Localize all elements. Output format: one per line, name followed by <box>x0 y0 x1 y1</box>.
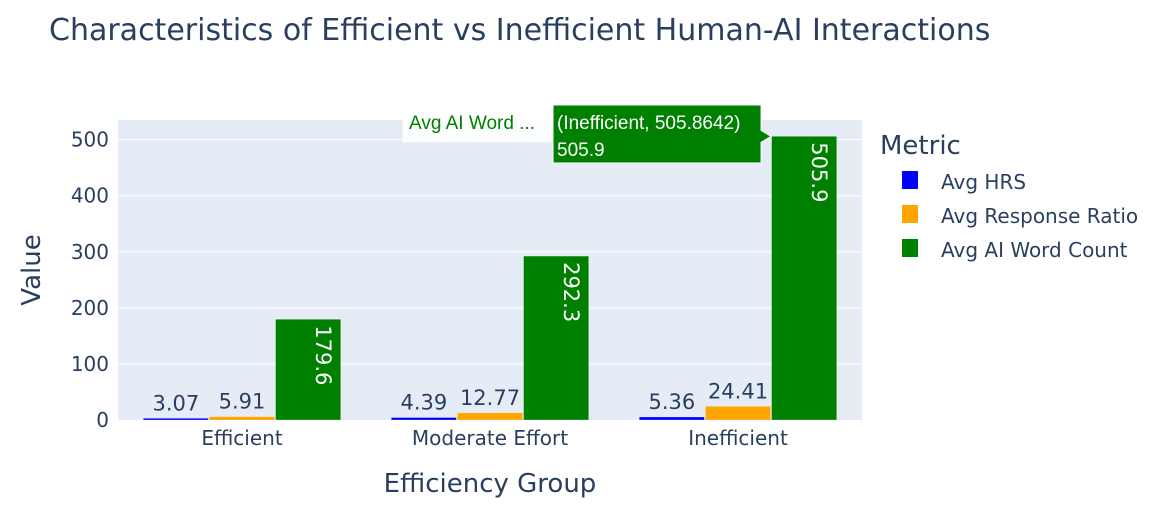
bar-value-label: 3.07 <box>152 391 199 415</box>
tooltip-line-1: (Inefficient, 505.8642) <box>557 113 740 134</box>
tooltip-line-2: 505.9 <box>557 140 605 161</box>
bar-value-label: 292.3 <box>559 262 583 322</box>
legend-title: Metric <box>880 131 961 161</box>
chart-title: Characteristics of Efficient vs Ineffici… <box>49 13 990 48</box>
legend: Metric Avg HRS Avg Response Ratio Avg AI W… <box>880 131 1138 262</box>
bar[interactable] <box>523 255 589 421</box>
legend-swatch <box>902 239 918 257</box>
legend-swatch <box>902 171 918 189</box>
plot-area <box>118 120 862 420</box>
x-tick-label: Moderate Effort <box>412 426 568 450</box>
y-tick-label: 100 <box>71 352 109 376</box>
bar-value-label: 24.41 <box>708 379 768 403</box>
x-tick-label: Inefficient <box>688 426 788 450</box>
x-axis-ticks: Efficient Moderate Effort Inefficient <box>201 426 788 450</box>
tooltip-box <box>552 104 773 164</box>
bar[interactable] <box>143 418 209 421</box>
bar[interactable] <box>639 416 705 421</box>
legend-swatch <box>902 205 918 223</box>
legend-item-label: Avg Response Ratio <box>941 204 1138 228</box>
legend-item-label: Avg AI Word Count <box>941 238 1128 262</box>
bar[interactable] <box>391 417 457 421</box>
bar[interactable] <box>209 416 275 421</box>
y-tick-label: 500 <box>71 128 109 152</box>
bar-value-label: 5.36 <box>648 390 695 414</box>
legend-item-label: Avg HRS <box>941 170 1026 194</box>
x-axis-title: Efficiency Group <box>384 469 597 499</box>
tooltip-series-box <box>402 103 554 143</box>
y-tick-label: 0 <box>96 408 109 432</box>
bar-value-label: 505.9 <box>807 142 831 202</box>
tooltip-series-name: Avg AI Word ... <box>409 113 535 134</box>
y-tick-label: 400 <box>71 184 109 208</box>
y-axis-ticks: 0 100 200 300 400 500 <box>71 128 109 432</box>
bar[interactable] <box>705 406 771 421</box>
hover-tooltip: (Inefficient, 505.8642) 505.9 Avg AI Word … <box>402 103 773 164</box>
y-axis-title: Value <box>17 234 47 305</box>
bars[interactable]: 3.07 5.91 179.6 4.39 12.77 292.3 5.36 24.41 505.… <box>143 136 837 421</box>
bar[interactable] <box>275 319 341 421</box>
y-tick-label: 300 <box>71 240 109 264</box>
bar-value-label: 5.91 <box>219 390 266 414</box>
bar[interactable] <box>457 412 523 421</box>
bar-value-label: 12.77 <box>460 386 520 410</box>
bar-value-label: 179.6 <box>311 325 335 385</box>
bar[interactable] <box>771 136 837 421</box>
y-tick-label: 200 <box>71 296 109 320</box>
bar-value-label: 4.39 <box>400 391 447 415</box>
x-tick-label: Efficient <box>201 426 283 450</box>
